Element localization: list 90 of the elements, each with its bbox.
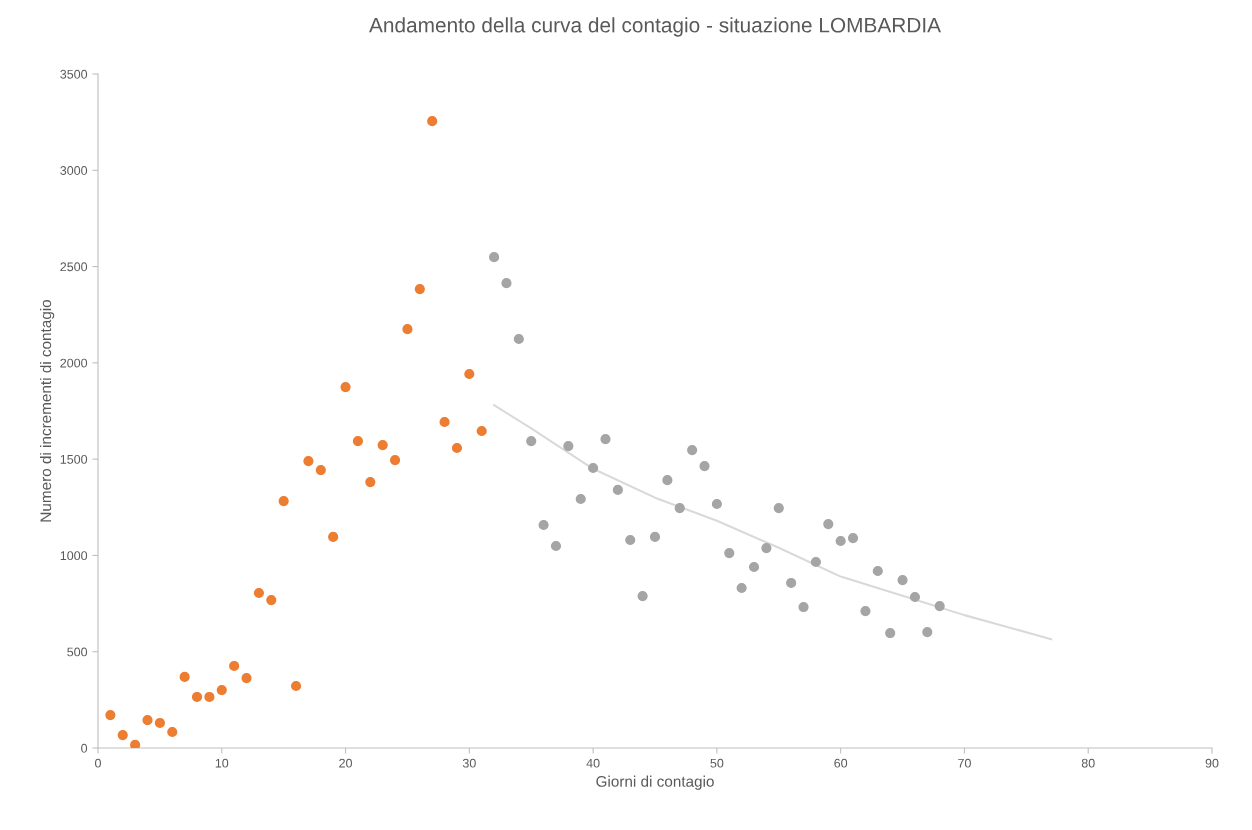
- point: [649, 531, 661, 543]
- point: [588, 462, 599, 474]
- point: [253, 587, 264, 599]
- x-tick-label: 70: [958, 758, 971, 768]
- point: [711, 498, 722, 510]
- point: [167, 726, 178, 738]
- y-tick-label: 1000: [60, 551, 88, 561]
- x-tick-label: 10: [215, 758, 229, 768]
- point: [117, 730, 128, 741]
- point: [922, 626, 933, 638]
- point: [241, 673, 252, 684]
- point: [365, 476, 376, 488]
- point: [575, 493, 586, 505]
- point: [303, 455, 314, 467]
- point: [154, 717, 165, 729]
- point: [464, 368, 475, 380]
- point: [278, 496, 289, 507]
- point: [600, 434, 611, 445]
- point: [538, 519, 549, 531]
- point: [266, 595, 277, 606]
- chart-title: Andamento della curva del contagio - situazione LOMBARDIA: [369, 17, 942, 37]
- x-axis-title: Giorni di contagio: [596, 775, 714, 790]
- x-tick-label: 20: [339, 758, 353, 768]
- point: [909, 591, 921, 603]
- point: [835, 535, 846, 547]
- x-tick-label: 30: [462, 758, 476, 768]
- point: [736, 582, 747, 594]
- point: [612, 484, 623, 496]
- point: [847, 533, 859, 544]
- point: [897, 574, 908, 586]
- point: [761, 543, 772, 554]
- point: [860, 605, 871, 617]
- point: [489, 252, 500, 263]
- point: [328, 531, 339, 543]
- line-series: [493, 404, 1053, 641]
- y-tick-label: 2500: [60, 262, 88, 272]
- x-tick-label: 40: [586, 758, 600, 768]
- point: [377, 439, 388, 451]
- point: [810, 556, 821, 568]
- x-tick-label: 0: [95, 758, 101, 768]
- y-tick-label: 2000: [60, 358, 88, 368]
- point: [352, 435, 364, 447]
- point: [439, 416, 450, 428]
- point: [563, 440, 574, 452]
- point: [179, 671, 190, 683]
- x-tick-label: 60: [834, 758, 848, 768]
- point: [637, 590, 648, 602]
- y-tick-label: 1500: [60, 454, 88, 464]
- x-tick-label: 50: [710, 758, 724, 768]
- point: [476, 425, 487, 437]
- point: [513, 333, 524, 345]
- point: [451, 442, 463, 454]
- point: [389, 455, 401, 466]
- point: [414, 284, 425, 295]
- x-tick-label: 90: [1205, 758, 1219, 768]
- point: [625, 534, 636, 546]
- x-tick-label: 80: [1081, 758, 1095, 768]
- point: [130, 739, 141, 748]
- y-tick-label: 0: [81, 743, 88, 753]
- point: [340, 382, 351, 393]
- point: [216, 684, 227, 696]
- point: [526, 435, 537, 447]
- point: [934, 600, 945, 612]
- point: [550, 540, 562, 552]
- point: [105, 709, 116, 721]
- point: [427, 116, 438, 127]
- point: [290, 680, 302, 692]
- point: [501, 278, 512, 289]
- point: [699, 460, 710, 472]
- point: [142, 714, 153, 726]
- point: [786, 577, 797, 589]
- point: [872, 565, 883, 577]
- point: [798, 601, 809, 613]
- point: [773, 502, 784, 514]
- y-tick-label: 3000: [60, 166, 88, 175]
- point: [315, 465, 326, 476]
- point: [204, 691, 215, 703]
- point: [674, 502, 685, 514]
- point: [724, 548, 735, 559]
- point: [748, 561, 760, 573]
- y-tick-label: 500: [67, 647, 88, 657]
- point: [191, 691, 203, 703]
- point: [687, 445, 698, 456]
- point: [823, 518, 834, 530]
- y-axis-title: Numero di incrementi di contagio: [39, 299, 55, 522]
- y-tick-label: 3500: [60, 69, 88, 79]
- point: [662, 475, 673, 486]
- point: [229, 660, 240, 672]
- point: [402, 324, 413, 335]
- point: [885, 627, 896, 639]
